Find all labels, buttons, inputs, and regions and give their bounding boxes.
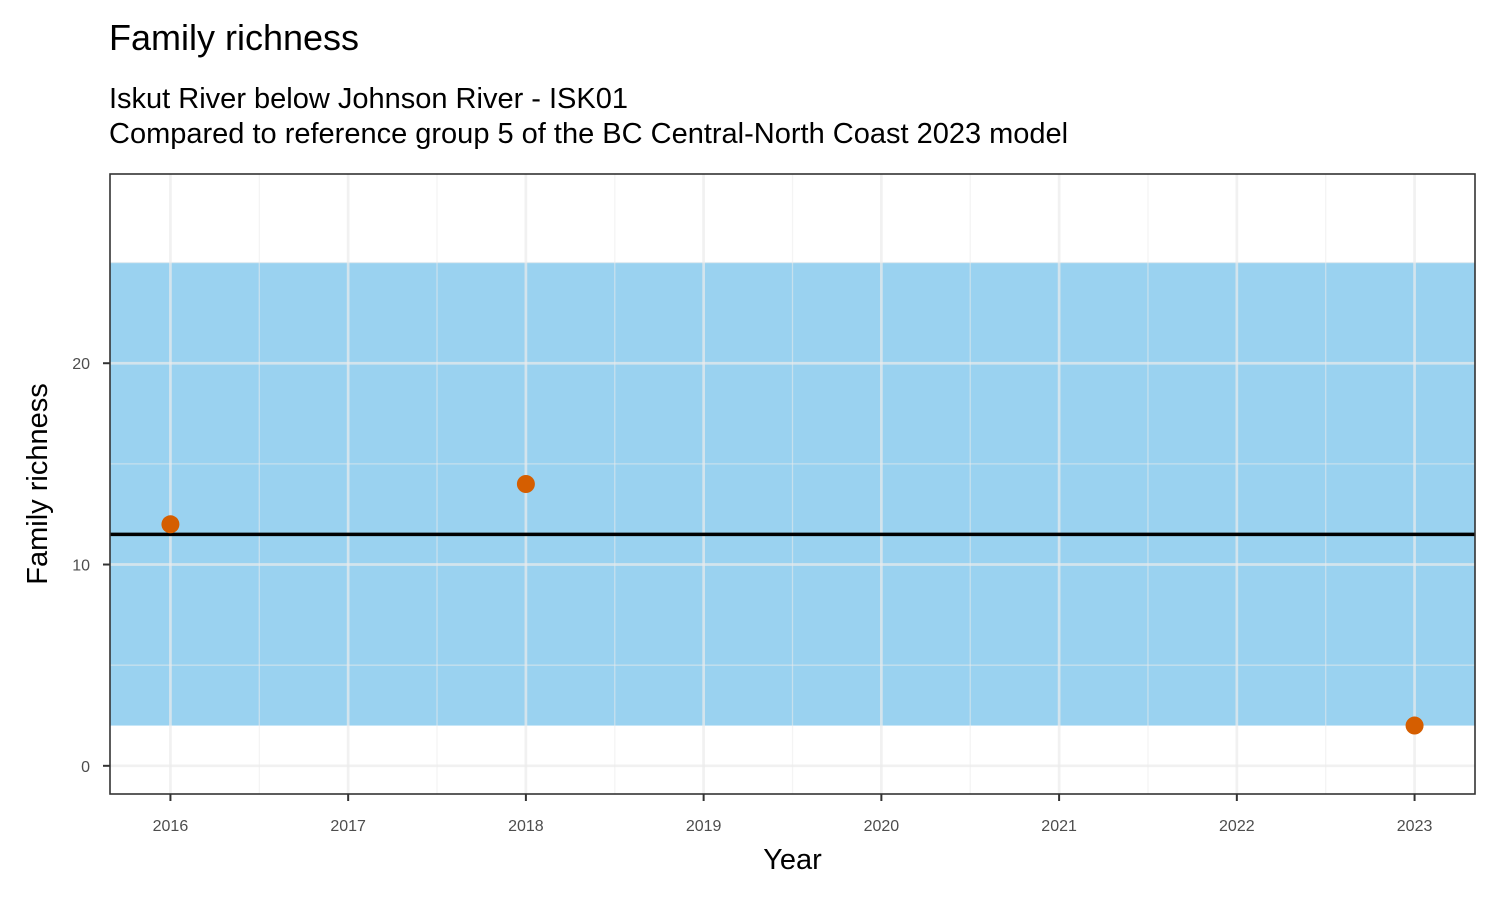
panel-border: [109, 173, 1476, 795]
y-tick-label: 20: [72, 356, 90, 373]
y-tick-label: 10: [72, 558, 90, 575]
x-tick-label: 2023: [1397, 818, 1433, 835]
x-tick-label: 2022: [1219, 818, 1255, 835]
chart-title: Family richness: [109, 17, 360, 58]
chart-subtitle: Iskut River below Johnson River - ISK01 …: [109, 82, 1068, 152]
x-axis-title: Year: [763, 844, 822, 876]
data-point: [516, 475, 535, 493]
axis-titles: Year Family richness: [22, 383, 822, 876]
axes: 2016 2017 2018 2019 2020 2021 2022 2023 0 10 20: [72, 173, 1476, 835]
gridlines: [110, 174, 1475, 794]
x-tick-label: 2019: [686, 818, 722, 835]
data-points: [161, 475, 1424, 735]
subtitle-line-reference: Compared to reference group 5 of the BC …: [109, 118, 1069, 150]
y-axis-title: Family richness: [22, 383, 54, 584]
x-tick-label: 2018: [508, 818, 544, 835]
x-tick-label: 2021: [1041, 818, 1077, 835]
x-tick-label: 2016: [153, 818, 189, 835]
data-point: [161, 515, 180, 534]
x-tick-label: 2017: [330, 818, 366, 835]
data-point: [1405, 716, 1424, 735]
subtitle-line-site: Iskut River below Johnson River - ISK01: [109, 83, 628, 115]
x-tick-label: 2020: [864, 818, 900, 835]
y-tick-label: 0: [81, 759, 90, 776]
